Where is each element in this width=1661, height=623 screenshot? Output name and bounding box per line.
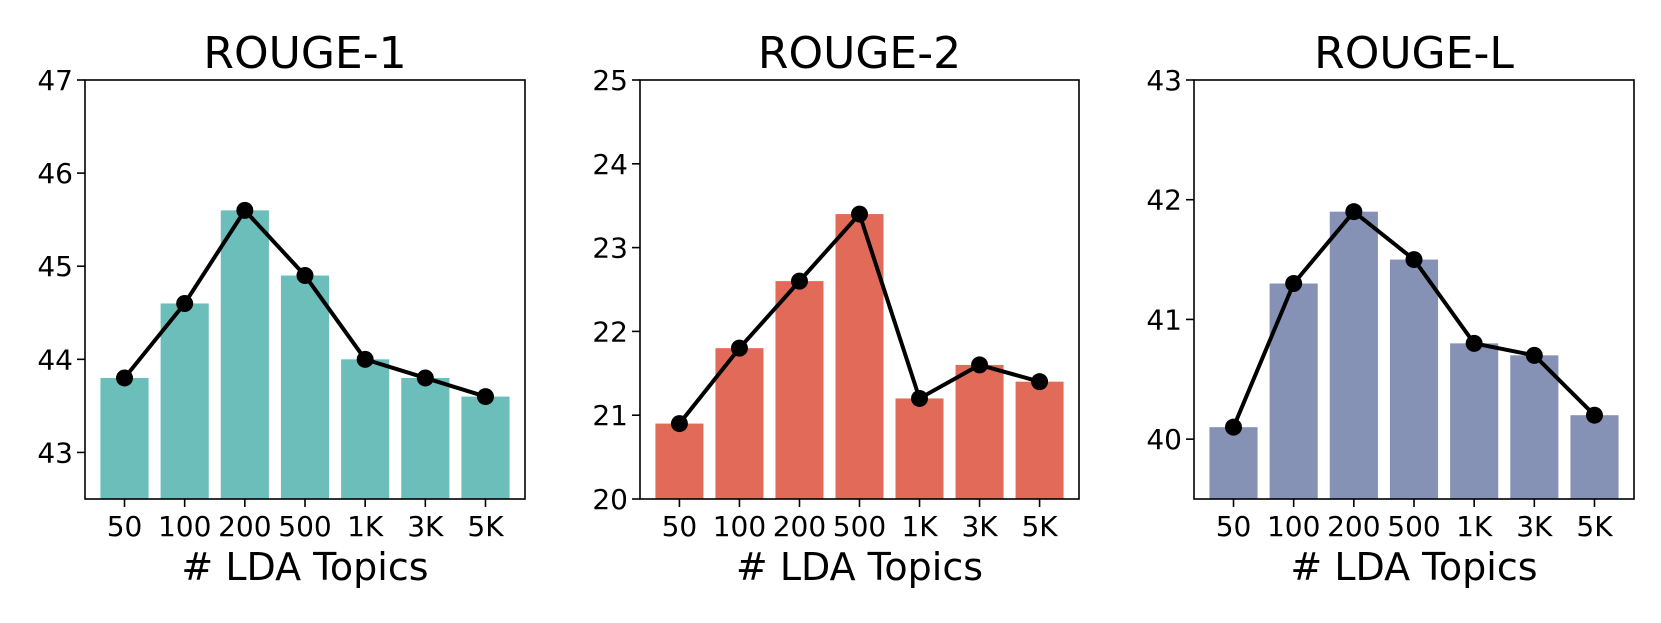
y-tick-label: 21 [592, 399, 628, 432]
point-100 [176, 294, 194, 312]
point-3k [1525, 346, 1543, 364]
x-tick-label: 50 [1216, 510, 1252, 543]
y-tick-label: 41 [1146, 303, 1182, 336]
bar-200 [220, 210, 269, 499]
x-tick-label: 1K [1456, 510, 1493, 543]
y-tick-label: 24 [592, 148, 628, 181]
x-tick-label: 5K [1576, 510, 1613, 543]
x-tick-label: 3K [961, 510, 998, 543]
x-tick-label: 100 [1267, 510, 1320, 543]
bar-500 [1389, 259, 1439, 499]
x-tick-label: 100 [158, 510, 211, 543]
y-tick-label: 46 [37, 157, 73, 190]
bar-5k [1570, 415, 1619, 499]
point-5k [1031, 373, 1049, 391]
y-tick-label: 43 [1146, 64, 1182, 97]
bar-3k [401, 377, 450, 499]
point-5k [1585, 406, 1603, 424]
point-50 [116, 369, 134, 387]
chart-panel-1: 43 44 45 46 47 50 100 200 500 1K 3K 5K ROUGE-1 # LDA … [37, 28, 526, 589]
bar-100 [160, 303, 209, 499]
chart-panel-2: 20 21 22 23 24 25 50 100 200 500 1K 3K 5K ROUGE-2 # LD… [592, 28, 1080, 589]
x-tick-label: 5K [1021, 510, 1058, 543]
y-tick-label: 40 [1146, 423, 1182, 456]
x-tick-label: 500 [833, 510, 886, 543]
point-5k [476, 388, 494, 406]
x-tick-label: 200 [773, 510, 826, 543]
x-tick-label: 50 [662, 510, 698, 543]
bar-5k [461, 396, 510, 499]
point-3k [416, 369, 434, 387]
chart-title: ROUGE-1 [203, 28, 406, 79]
bar-50 [655, 423, 704, 499]
x-tick-label: 500 [1387, 510, 1440, 543]
bar-3k [1510, 355, 1559, 499]
y-tick-label: 45 [37, 250, 73, 283]
point-500 [851, 205, 868, 223]
point-200 [236, 201, 254, 219]
x-tick-label: 3K [1516, 510, 1553, 543]
y-tick-label: 47 [37, 64, 73, 97]
point-100 [1285, 275, 1303, 293]
bar-5k [1015, 381, 1064, 499]
point-1k [1465, 334, 1483, 352]
y-tick-label: 43 [37, 436, 73, 469]
point-100 [730, 339, 748, 357]
bar-500 [835, 214, 884, 499]
x-axis-label: # LDA Topics [1290, 545, 1537, 589]
x-tick-label: 1K [901, 510, 938, 543]
x-tick-label: 500 [278, 510, 331, 543]
y-tick-label: 23 [592, 232, 628, 265]
bar-200 [775, 281, 824, 499]
x-tick-label: 3K [407, 510, 444, 543]
x-tick-label: 200 [218, 510, 271, 543]
chart-panel-3: 40 41 42 43 50 100 200 500 1K 3K 5K ROUGE-L # LDA To… [1146, 28, 1635, 589]
bar-50 [1209, 427, 1258, 499]
x-tick-label: 5K [467, 510, 504, 543]
point-200 [1345, 203, 1363, 221]
y-tick-label: 25 [592, 64, 628, 97]
x-tick-label: 50 [107, 510, 143, 543]
x-tick-label: 200 [1327, 510, 1380, 543]
point-1k [356, 350, 374, 368]
point-500 [296, 267, 314, 285]
chart-title: ROUGE-L [1314, 28, 1514, 79]
bar-1k [1450, 343, 1499, 499]
point-3k [971, 356, 989, 374]
x-tick-label: 1K [347, 510, 384, 543]
y-tick-label: 44 [37, 343, 73, 376]
bar-3k [955, 364, 1004, 499]
bar-100 [1269, 283, 1318, 499]
bar-500 [280, 275, 330, 499]
bar-200 [1329, 211, 1378, 499]
bar-100 [715, 348, 764, 499]
y-tick-label: 42 [1146, 184, 1182, 217]
bar-50 [100, 377, 149, 499]
point-50 [670, 415, 688, 433]
chart-title: ROUGE-2 [758, 28, 961, 79]
point-50 [1225, 418, 1243, 436]
x-axis-label: # LDA Topics [181, 545, 428, 589]
x-axis-label: # LDA Topics [736, 545, 983, 589]
y-tick-label: 20 [592, 483, 628, 516]
y-tick-label: 22 [592, 315, 628, 348]
point-200 [790, 272, 808, 290]
bar-1k [341, 359, 390, 499]
point-1k [911, 389, 929, 407]
bar-1k [895, 398, 944, 499]
x-tick-label: 100 [713, 510, 766, 543]
point-500 [1405, 251, 1423, 269]
